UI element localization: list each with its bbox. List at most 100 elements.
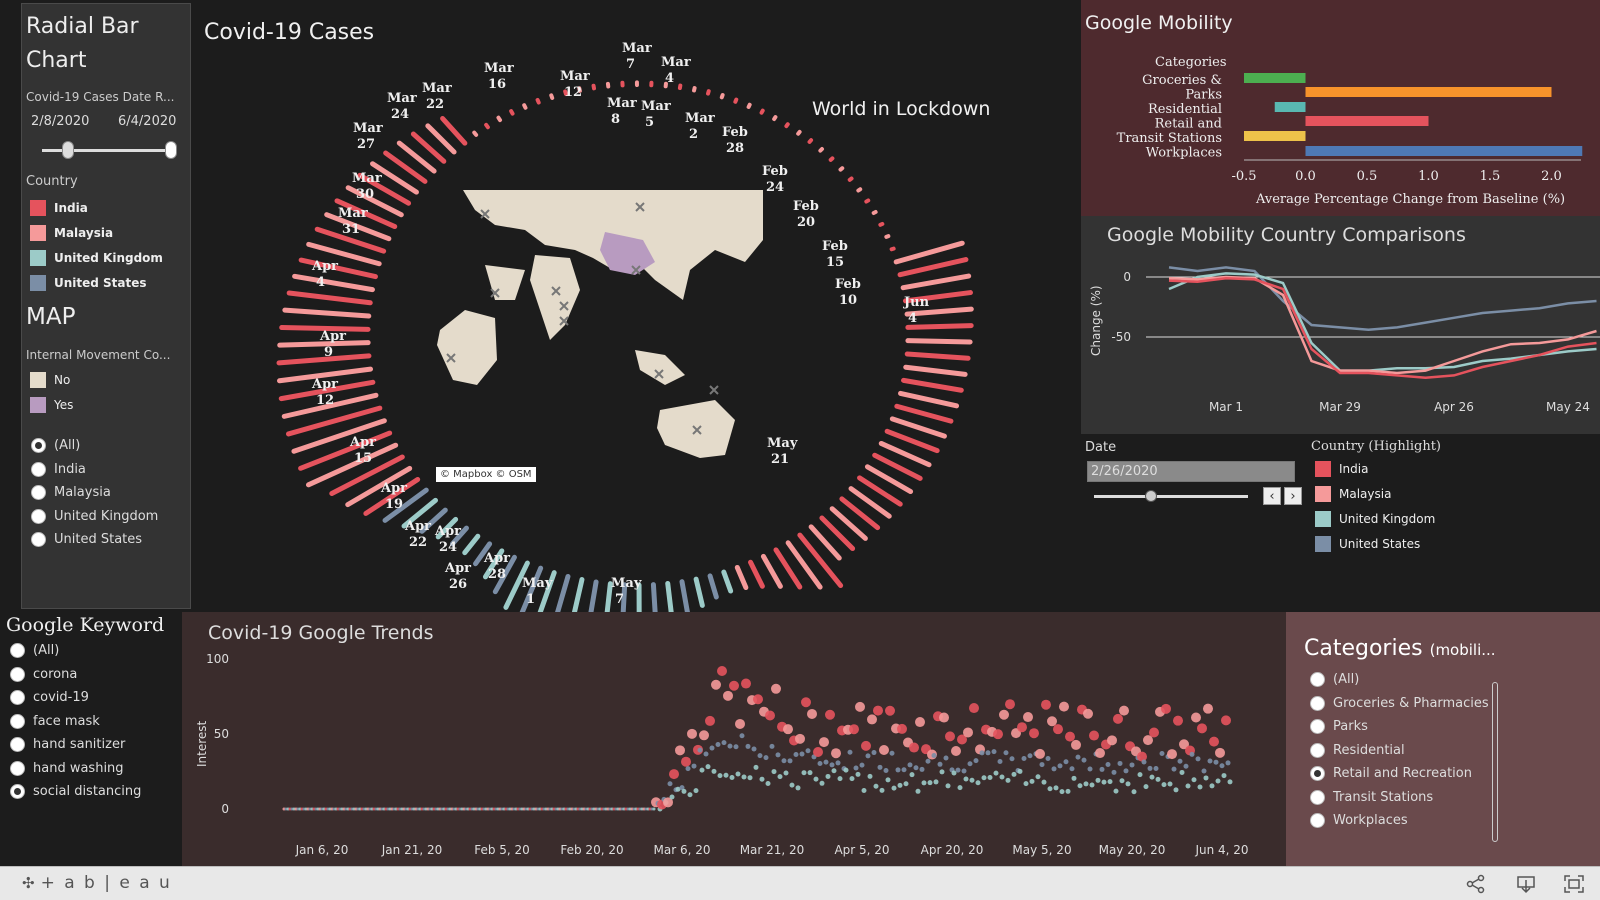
radial-bar[interactable]: [818, 147, 824, 153]
date-end-value[interactable]: 6/4/2020: [118, 114, 177, 129]
radial-bar[interactable]: [889, 246, 896, 252]
date-range-end-handle[interactable]: [165, 141, 177, 159]
trends-point[interactable]: [1191, 712, 1201, 723]
radio-icon[interactable]: [1310, 672, 1325, 688]
radial-bar[interactable]: [772, 115, 778, 122]
trends-point[interactable]: [955, 767, 961, 773]
trends-point[interactable]: [1117, 760, 1123, 766]
radio-icon[interactable]: [10, 713, 25, 729]
trends-point[interactable]: [1029, 728, 1039, 739]
trends-point[interactable]: [1087, 766, 1093, 772]
radial-bar[interactable]: [419, 507, 448, 534]
trends-point[interactable]: [1081, 757, 1087, 763]
trends-point[interactable]: [961, 768, 967, 774]
trends-point[interactable]: [1083, 781, 1089, 787]
radial-bar[interactable]: [383, 150, 428, 184]
radial-bar[interactable]: [902, 290, 973, 304]
trends-point[interactable]: [963, 727, 973, 738]
trends-point[interactable]: [915, 788, 921, 794]
trends-point[interactable]: [889, 750, 895, 756]
trends-point[interactable]: [859, 762, 865, 768]
trends-point[interactable]: [1005, 777, 1011, 783]
trends-point[interactable]: [769, 743, 775, 749]
share-icon[interactable]: [1465, 874, 1487, 894]
radial-bar[interactable]: [324, 212, 392, 242]
radio-icon[interactable]: [1310, 766, 1325, 782]
radial-bar[interactable]: [733, 97, 739, 104]
trends-point[interactable]: [652, 807, 656, 811]
radial-bar[interactable]: [492, 554, 517, 595]
trends-point[interactable]: [1077, 783, 1083, 789]
trends-point[interactable]: [757, 753, 763, 759]
trends-point[interactable]: [873, 705, 883, 716]
trends-point[interactable]: [745, 743, 751, 749]
trends-point[interactable]: [1035, 774, 1041, 780]
trends-point[interactable]: [825, 709, 835, 720]
radial-bar[interactable]: [449, 525, 469, 547]
trends-point[interactable]: [835, 760, 841, 766]
map-filter-option-india[interactable]: India: [31, 458, 158, 482]
trends-point[interactable]: [747, 775, 753, 781]
trends-point[interactable]: [1051, 766, 1057, 772]
radial-bar[interactable]: [522, 103, 528, 110]
trends-point[interactable]: [711, 679, 721, 690]
trends-point[interactable]: [721, 740, 727, 746]
mobility-bar[interactable]: [1305, 87, 1552, 97]
radio-icon[interactable]: [31, 532, 46, 548]
trends-point[interactable]: [1125, 781, 1131, 787]
radio-icon[interactable]: [1310, 789, 1325, 805]
trends-point[interactable]: [1113, 788, 1119, 794]
trends-point[interactable]: [895, 767, 901, 773]
radial-bar[interactable]: [306, 241, 382, 267]
radial-bar[interactable]: [819, 515, 856, 552]
radial-bar[interactable]: [904, 306, 974, 317]
trends-point[interactable]: [801, 697, 811, 708]
trends-point[interactable]: [943, 755, 949, 761]
trends-point[interactable]: [685, 766, 691, 772]
radial-bar[interactable]: [532, 570, 557, 612]
trends-point[interactable]: [1021, 755, 1027, 761]
trends-point[interactable]: [907, 762, 913, 768]
radial-bar[interactable]: [292, 273, 375, 293]
trends-point[interactable]: [897, 782, 903, 788]
trends-point[interactable]: [693, 788, 699, 794]
trends-point[interactable]: [991, 749, 997, 755]
trends-point[interactable]: [867, 714, 877, 725]
trends-point[interactable]: [703, 751, 709, 757]
trends-point[interactable]: [1009, 756, 1015, 762]
trends-point[interactable]: [789, 782, 795, 788]
radio-icon[interactable]: [31, 485, 46, 501]
trends-point[interactable]: [825, 773, 831, 779]
radial-bar[interactable]: [871, 209, 878, 216]
trends-point[interactable]: [1029, 778, 1035, 784]
trends-point[interactable]: [1041, 779, 1047, 785]
radial-bar[interactable]: [425, 123, 457, 155]
trends-point[interactable]: [1221, 773, 1227, 779]
radial-bar[interactable]: [884, 428, 940, 454]
radial-bar[interactable]: [904, 351, 971, 361]
trends-point[interactable]: [1059, 701, 1069, 712]
trends-point[interactable]: [1059, 789, 1065, 795]
radio-icon[interactable]: [31, 508, 46, 524]
trends-point[interactable]: [807, 770, 813, 776]
trends-point[interactable]: [883, 767, 889, 773]
trends-point[interactable]: [753, 694, 763, 705]
trends-point[interactable]: [973, 758, 979, 764]
mobility-bar[interactable]: [1244, 73, 1306, 83]
radial-bar[interactable]: [719, 93, 725, 100]
trends-point[interactable]: [1065, 788, 1071, 794]
trends-point[interactable]: [807, 708, 817, 719]
trends-point[interactable]: [819, 780, 825, 786]
trends-point[interactable]: [823, 759, 829, 765]
trends-point[interactable]: [787, 758, 793, 764]
tableau-logo[interactable]: ✣ + a b | e a u: [22, 873, 172, 893]
trends-point[interactable]: [675, 786, 681, 792]
trends-point[interactable]: [997, 758, 1003, 764]
trends-point[interactable]: [1063, 759, 1069, 765]
trends-point[interactable]: [817, 761, 823, 767]
legend-item-malaysia[interactable]: Malaysia: [30, 220, 163, 245]
trends-point[interactable]: [751, 746, 757, 752]
trends-point[interactable]: [795, 733, 805, 744]
radial-bar[interactable]: [462, 533, 481, 556]
trends-point[interactable]: [723, 772, 729, 778]
